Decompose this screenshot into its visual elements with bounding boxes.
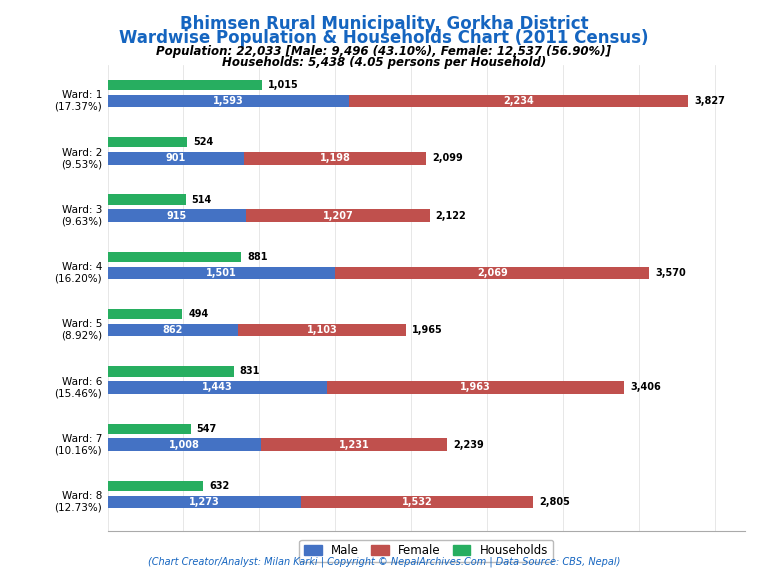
Text: 2,234: 2,234 [504,96,535,106]
Bar [301,496,533,508]
Bar [108,80,262,90]
Bar [108,423,190,434]
Text: 2,099: 2,099 [432,153,463,164]
Text: 524: 524 [193,137,214,147]
Bar [108,496,301,508]
Text: 1,008: 1,008 [168,440,200,450]
Text: 1,273: 1,273 [189,497,220,507]
Text: 1,963: 1,963 [460,382,491,393]
Bar [108,438,260,451]
Text: 1,443: 1,443 [202,382,233,393]
Bar [244,152,426,165]
Text: 1,501: 1,501 [206,268,237,278]
Bar [108,152,244,165]
Bar [260,438,447,451]
Legend: Male, Female, Households: Male, Female, Households [300,539,553,562]
Text: 2,805: 2,805 [539,497,570,507]
Text: 1,103: 1,103 [306,325,337,335]
Bar [336,267,650,279]
Text: 862: 862 [163,325,183,335]
Text: 1,198: 1,198 [319,153,351,164]
Bar [349,95,688,107]
Text: 494: 494 [189,309,209,319]
Text: 881: 881 [247,252,268,262]
Text: 2,122: 2,122 [435,211,466,220]
Text: 632: 632 [210,481,230,491]
Text: 2,239: 2,239 [453,440,484,450]
Text: 915: 915 [167,211,187,220]
Bar [326,381,624,394]
Text: 1,593: 1,593 [213,96,243,106]
Text: 1,207: 1,207 [323,211,353,220]
Bar [108,209,247,222]
Bar [108,252,241,262]
Bar [108,309,183,320]
Text: 3,570: 3,570 [655,268,686,278]
Text: Population: 22,033 [Male: 9,496 (43.10%), Female: 12,537 (56.90%)]: Population: 22,033 [Male: 9,496 (43.10%)… [157,45,611,58]
Bar [108,95,349,107]
Bar [108,367,233,376]
Text: (Chart Creator/Analyst: Milan Karki | Copyright © NepalArchives.Com | Data Sourc: (Chart Creator/Analyst: Milan Karki | Co… [147,557,621,567]
Text: Bhimsen Rural Municipality, Gorkha District: Bhimsen Rural Municipality, Gorkha Distr… [180,15,588,33]
Text: 2,069: 2,069 [477,268,508,278]
Text: 1,015: 1,015 [267,80,299,90]
Text: Wardwise Population & Households Chart (2011 Census): Wardwise Population & Households Chart (… [119,29,649,47]
Text: 514: 514 [191,194,212,205]
Text: 1,231: 1,231 [339,440,369,450]
Bar [238,324,406,336]
Bar [108,267,336,279]
Bar [108,194,186,205]
Bar [108,137,187,147]
Text: 3,406: 3,406 [631,382,661,393]
Text: Households: 5,438 (4.05 persons per Household): Households: 5,438 (4.05 persons per Hous… [222,56,546,68]
Text: 547: 547 [197,424,217,434]
Bar [108,381,326,394]
Text: 1,965: 1,965 [412,325,442,335]
Text: 901: 901 [166,153,186,164]
Bar [108,324,238,336]
Text: 1,532: 1,532 [402,497,432,507]
Bar [108,481,204,491]
Bar [247,209,429,222]
Text: 831: 831 [240,367,260,376]
Text: 3,827: 3,827 [694,96,725,106]
